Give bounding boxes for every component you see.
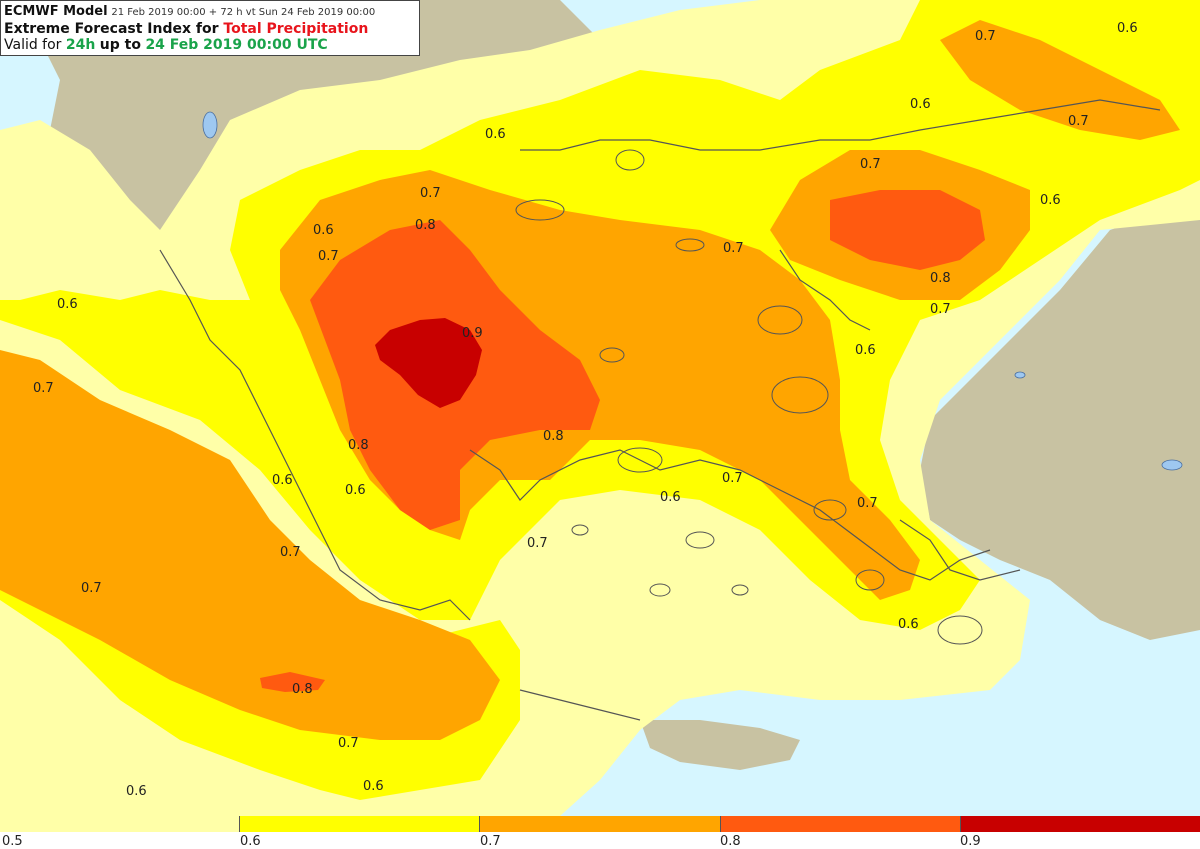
title-line: Extreme Forecast Index for Total Precipi… xyxy=(4,21,416,37)
contour-label: 0.6 xyxy=(313,223,334,238)
valid-time: 24 Feb 2019 00:00 UTC xyxy=(145,37,328,53)
contour-label: 0.7 xyxy=(33,381,54,396)
contour-label: 0.6 xyxy=(363,779,384,794)
legend-swatch-08 xyxy=(720,816,961,832)
legend-swatch-09 xyxy=(960,816,1200,832)
legend-tick: 0.9 xyxy=(960,834,981,849)
contour-label: 0.8 xyxy=(930,271,951,286)
contour-label: 0.7 xyxy=(81,581,102,596)
islands xyxy=(515,149,983,645)
contour-label: 0.6 xyxy=(57,297,78,312)
map-title-box: ECMWF Model 21 Feb 2019 00:00 + 72 h vt … xyxy=(0,0,420,56)
land-east xyxy=(920,200,1200,640)
contour-label: 0.9 xyxy=(462,326,483,341)
legend-tick: 0.8 xyxy=(720,834,741,849)
contour-label: 0.7 xyxy=(527,536,548,551)
map-canvas: 0.6 0.7 0.6 0.7 0.7 0.6 0.7 0.6 0.6 0.7 … xyxy=(0,0,1200,816)
contour-label: 0.7 xyxy=(857,496,878,511)
valid-mid: up to xyxy=(99,37,141,53)
contour-label: 0.6 xyxy=(660,490,681,505)
coastlines xyxy=(159,99,1161,721)
contour-label: 0.6 xyxy=(910,97,931,112)
run-info: 21 Feb 2019 00:00 + 72 h vt Sun 24 Feb 2… xyxy=(111,7,376,18)
contour-label: 0.6 xyxy=(1040,193,1061,208)
contour-label: 0.7 xyxy=(338,736,359,751)
legend-swatch-07 xyxy=(480,816,721,832)
valid-period: 24h xyxy=(65,37,96,53)
contour-label: 0.7 xyxy=(420,186,441,201)
efi-band-07-north xyxy=(940,20,1180,140)
title-prefix: Extreme Forecast Index for xyxy=(4,21,219,37)
legend-tick: 0.7 xyxy=(480,834,501,849)
valid-prefix: Valid for xyxy=(4,37,62,53)
contour-label: 0.6 xyxy=(272,473,293,488)
contour-label: 0.8 xyxy=(543,429,564,444)
lakes xyxy=(202,111,1183,471)
contour-label: 0.7 xyxy=(930,302,951,317)
legend-swatch-06 xyxy=(240,816,481,832)
contour-label: 0.6 xyxy=(126,784,147,799)
legend-bar xyxy=(0,816,1200,832)
legend-tick: 0.5 xyxy=(2,834,23,849)
contour-label: 0.8 xyxy=(415,218,436,233)
contour-label: 0.8 xyxy=(348,438,369,453)
contour-labels: 0.6 0.7 0.6 0.7 0.7 0.6 0.7 0.6 0.6 0.7 … xyxy=(33,21,1138,799)
color-legend: 0.5 0.6 0.7 0.8 0.9 xyxy=(0,816,1200,849)
contour-label: 0.6 xyxy=(485,127,506,142)
contour-label: 0.6 xyxy=(1117,21,1138,36)
contour-label: 0.8 xyxy=(292,682,313,697)
contour-label: 0.7 xyxy=(722,471,743,486)
efi-band-08-west xyxy=(260,672,325,692)
model-name: ECMWF Model xyxy=(4,4,108,19)
model-line: ECMWF Model 21 Feb 2019 00:00 + 72 h vt … xyxy=(4,3,416,21)
valid-line: Valid for 24h up to 24 Feb 2019 00:00 UT… xyxy=(4,37,416,53)
land-crete xyxy=(640,720,800,770)
legend-tick: 0.6 xyxy=(240,834,261,849)
contour-label: 0.7 xyxy=(723,241,744,256)
contour-label: 0.7 xyxy=(975,29,996,44)
contour-label: 0.6 xyxy=(345,483,366,498)
contour-label: 0.7 xyxy=(318,249,339,264)
contour-label: 0.6 xyxy=(855,343,876,358)
contour-label: 0.6 xyxy=(898,617,919,632)
efi-band-07-west xyxy=(0,350,500,740)
contour-label: 0.7 xyxy=(280,545,301,560)
legend-swatch-05 xyxy=(0,816,241,832)
efi-band-08-east xyxy=(830,190,985,270)
contour-label: 0.7 xyxy=(860,157,881,172)
efi-band-09 xyxy=(375,318,482,408)
contour-label: 0.7 xyxy=(1068,114,1089,129)
title-variable: Total Precipitation xyxy=(223,21,369,37)
